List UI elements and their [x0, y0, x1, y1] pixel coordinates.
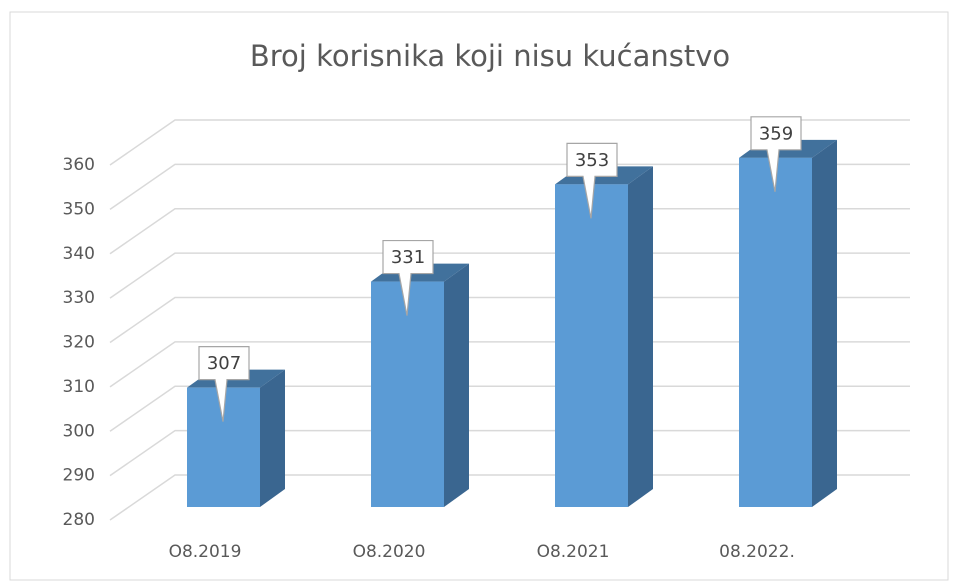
grid-line	[109, 296, 910, 344]
data-label: 353	[575, 150, 609, 171]
bar	[187, 369, 285, 507]
x-tick-label: O8.2020	[353, 542, 426, 562]
x-tick-label: 08.2022.	[719, 542, 795, 562]
bar-front	[739, 157, 812, 507]
y-tick-label: 340	[63, 244, 95, 264]
data-label-box	[382, 239, 434, 316]
grid-line	[109, 429, 910, 477]
grid-line	[109, 119, 910, 166]
data-label-box	[566, 142, 618, 219]
bar-side	[260, 369, 285, 507]
y-tick-label: 280	[63, 510, 95, 530]
x-tick-label: O8.2019	[169, 542, 242, 562]
data-label: 307	[207, 353, 241, 374]
bar	[739, 139, 837, 507]
grid-line	[109, 252, 910, 299]
y-tick-label: 330	[63, 288, 95, 308]
grid-line	[109, 474, 910, 521]
y-tick-label: 320	[63, 333, 95, 353]
data-label: 359	[759, 123, 793, 144]
bar-side	[812, 139, 837, 507]
y-tick-label: 360	[63, 155, 95, 175]
grid-line	[109, 385, 910, 432]
y-tick-label: 290	[63, 466, 95, 486]
bar-side	[628, 166, 653, 507]
bar-side	[444, 263, 469, 507]
y-tick-label: 310	[63, 377, 95, 397]
y-tick-label: 350	[63, 199, 95, 219]
data-label-box	[750, 116, 802, 192]
data-label: 331	[391, 247, 425, 268]
grid-line	[109, 163, 910, 210]
grid-line	[109, 208, 910, 255]
chart-title: Broj korisnika koji nisu kućanstvo	[250, 39, 730, 73]
data-label-box	[198, 346, 250, 422]
bar	[555, 166, 653, 507]
grid-line	[109, 341, 910, 388]
bar-front	[371, 281, 444, 507]
bar	[371, 263, 469, 507]
bar-front	[555, 184, 628, 507]
y-tick-label: 300	[63, 421, 95, 441]
x-tick-label: O8.2021	[537, 542, 610, 562]
